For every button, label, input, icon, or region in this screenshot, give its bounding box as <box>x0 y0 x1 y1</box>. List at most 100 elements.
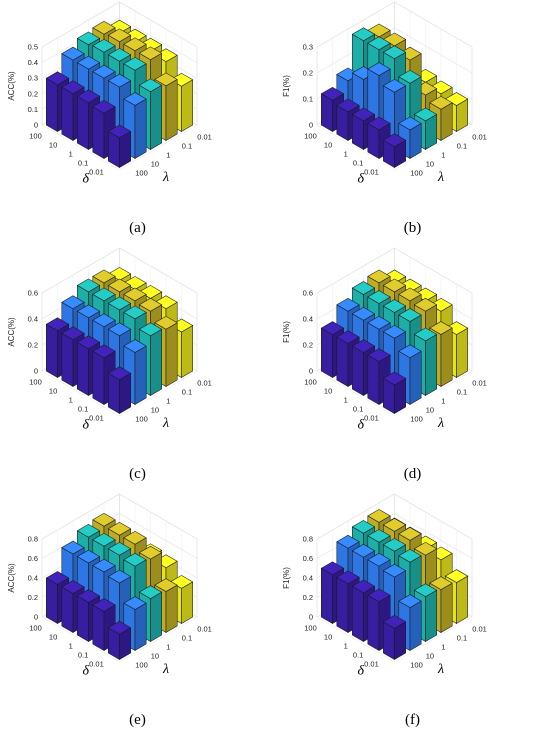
panel-f: 0 0.2 0.4 0.6 0.8 F1(%) 100 10 1 0.1 0.01 100 10 1 0.1… <box>275 493 550 740</box>
z-tick-label: 0.2 <box>28 89 38 98</box>
lambda-axis-label: λ <box>437 662 444 677</box>
lambda-axis-label: λ <box>437 416 444 431</box>
lambda-tick-label: 1 <box>441 397 445 406</box>
delta-axis-label: δ <box>358 663 365 678</box>
lambda-tick-label: 10 <box>151 160 159 169</box>
z-tick-label: 0.2 <box>303 69 313 78</box>
z-tick-label: 0.2 <box>303 341 313 350</box>
panel-caption-b: (b) <box>403 220 422 236</box>
delta-tick-label: 10 <box>324 141 332 150</box>
panel-caption-a: (a) <box>129 220 146 236</box>
delta-tick-label: 100 <box>304 132 317 141</box>
lambda-tick-label: 1 <box>166 643 170 652</box>
z-gridline <box>41 17 198 63</box>
z-tick-label: 0.5 <box>28 43 38 52</box>
z-tick-label: 0 <box>309 367 313 376</box>
z-axis-label: ACC(%) <box>7 563 16 593</box>
z-axis-label: F1(%) <box>282 75 291 97</box>
bar-delta-0.01-lambda-100 <box>107 620 132 660</box>
bar-delta-0.01-lambda-100 <box>382 614 407 660</box>
z-gridline <box>41 247 198 294</box>
delta-tick-label: 0.1 <box>78 405 88 414</box>
z-tick-label: 0.4 <box>303 574 313 583</box>
delta-tick-label: 0.1 <box>78 159 88 168</box>
lambda-tick-label: 0.1 <box>457 388 467 397</box>
z-tick-label: 0.1 <box>303 95 313 104</box>
z-tick-label: 0.3 <box>28 74 38 83</box>
lambda-axis-label: λ <box>437 170 444 185</box>
panel-c: 0 0.2 0.4 0.6 ACC(%) 100 10 1 0.1 0.01 100 10 1 0.1 0.… <box>0 247 275 494</box>
lambda-tick-label: 100 <box>135 415 148 424</box>
panel-b: 0 0.1 0.2 0.3 F1(%) 100 10 1 0.1 0.01 100 10 1 0.1 0.0… <box>275 1 550 248</box>
delta-tick-label: 1 <box>69 396 73 405</box>
z-gridline <box>316 493 473 540</box>
z-tick-label: 0 <box>309 613 313 622</box>
lambda-tick-label: 100 <box>410 169 423 178</box>
delta-tick-label: 0.01 <box>89 660 104 669</box>
lambda-tick-label: 0.1 <box>182 388 192 397</box>
delta-tick-label: 0.1 <box>353 651 363 660</box>
delta-tick-label: 10 <box>324 387 332 396</box>
z-axis-label: ACC(%) <box>7 71 16 101</box>
delta-axis-label: δ <box>83 171 90 186</box>
lambda-tick-label: 10 <box>426 406 434 415</box>
z-tick-label: 0.2 <box>28 341 38 350</box>
lambda-tick-label: 10 <box>426 652 434 661</box>
z-tick-label: 0.2 <box>303 593 313 602</box>
lambda-tick-label: 10 <box>151 406 159 415</box>
z-gridline <box>41 493 198 540</box>
panel-caption-c: (c) <box>129 466 146 482</box>
z-tick-label: 0 <box>34 121 38 130</box>
panel-caption-e: (e) <box>129 712 146 728</box>
z-tick-label: 0.4 <box>28 574 38 583</box>
delta-tick-label: 1 <box>344 396 348 405</box>
lambda-tick-label: 0.1 <box>182 142 192 151</box>
bar-delta-0.01-lambda-100 <box>107 124 132 168</box>
lambda-tick-label: 0.1 <box>457 634 467 643</box>
delta-tick-label: 1 <box>344 642 348 651</box>
z-tick-label: 0.4 <box>303 315 313 324</box>
lambda-tick-label: 100 <box>410 661 423 670</box>
lambda-tick-label: 1 <box>166 151 170 160</box>
delta-tick-label: 0.1 <box>78 651 88 660</box>
lambda-tick-label: 0.01 <box>472 379 487 388</box>
z-tick-label: 0.8 <box>28 535 38 544</box>
z-tick-label: 0 <box>34 367 38 376</box>
delta-tick-label: 1 <box>69 642 73 651</box>
z-tick-label: 0.6 <box>28 289 38 298</box>
panel-e: 0 0.2 0.4 0.6 0.8 ACC(%) 100 10 1 0.1 0.01 100 10 1 0.… <box>0 493 275 740</box>
z-axis-label: F1(%) <box>282 321 291 343</box>
lambda-tick-label: 0.01 <box>197 379 212 388</box>
lambda-axis-label: λ <box>162 170 169 185</box>
z-tick-label: 0.6 <box>28 554 38 563</box>
delta-tick-label: 10 <box>49 141 57 150</box>
delta-tick-label: 100 <box>29 624 42 633</box>
z-gridline <box>41 513 198 559</box>
z-tick-label: 0.4 <box>28 58 38 67</box>
lambda-tick-label: 10 <box>151 652 159 661</box>
lambda-tick-label: 100 <box>135 661 148 670</box>
z-gridline <box>316 27 473 74</box>
delta-tick-label: 10 <box>324 633 332 642</box>
delta-tick-label: 100 <box>304 378 317 387</box>
z-gridline <box>316 247 473 294</box>
z-tick-label: 0.4 <box>28 315 38 324</box>
z-tick-label: 0 <box>309 121 313 130</box>
delta-tick-label: 100 <box>304 624 317 633</box>
z-axis-label: ACC(%) <box>7 317 16 347</box>
bar-delta-0.01-lambda-100 <box>382 371 407 414</box>
lambda-tick-label: 0.1 <box>182 634 192 643</box>
lambda-tick-label: 100 <box>135 169 148 178</box>
delta-tick-label: 100 <box>29 132 42 141</box>
delta-tick-label: 0.01 <box>364 660 379 669</box>
z-gridline <box>316 1 473 48</box>
panel-a: 0 0.1 0.2 0.3 0.4 0.5 ACC(%) 100 10 1 0.1 0.01 100 10… <box>0 1 275 248</box>
z-tick-label: 0.6 <box>303 554 313 563</box>
lambda-tick-label: 0.01 <box>472 625 487 634</box>
delta-tick-label: 0.01 <box>364 168 379 177</box>
delta-axis-label: δ <box>83 417 90 432</box>
